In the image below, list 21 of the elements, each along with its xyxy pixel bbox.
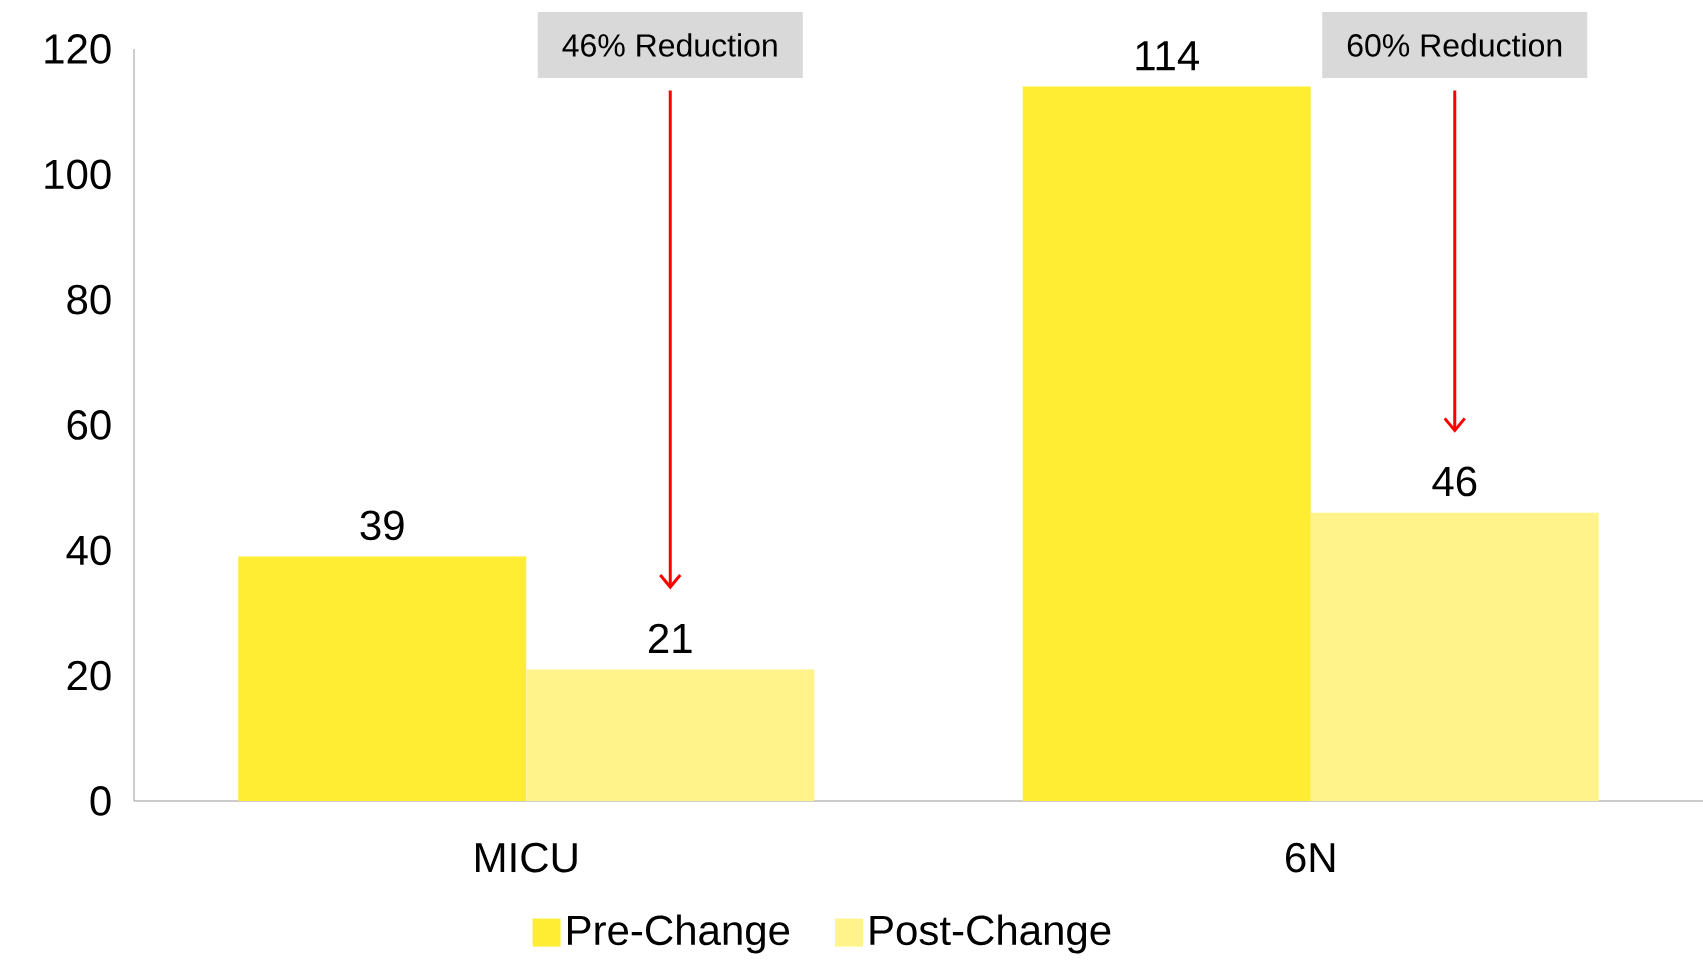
y-tick-label: 0 [90, 786, 111, 816]
data-label: 114 [1136, 41, 1199, 71]
y-tick-label: 40 [66, 535, 111, 566]
data-label: 21 [649, 623, 692, 653]
x-tick-label: 6N [1286, 842, 1335, 873]
x-tick-label: MICU [476, 842, 577, 873]
legend-label: Post-Change [870, 914, 1111, 954]
legend-label: Pre-Change [568, 914, 790, 954]
data-label: 39 [360, 510, 404, 541]
y-tick-label: 100 [45, 159, 111, 190]
annotation: 46% Reduction [562, 33, 777, 57]
data-label: 46 [1432, 466, 1477, 497]
bar [238, 556, 527, 801]
bar [526, 669, 815, 801]
y-tick-label: 20 [67, 660, 111, 691]
annotation: 60% Reduction [1347, 33, 1562, 57]
y-tick-label: 80 [67, 284, 111, 315]
bar [1310, 512, 1599, 801]
bar [1022, 86, 1311, 801]
y-tick-label: 120 [45, 34, 111, 64]
y-tick-label: 60 [67, 410, 111, 440]
